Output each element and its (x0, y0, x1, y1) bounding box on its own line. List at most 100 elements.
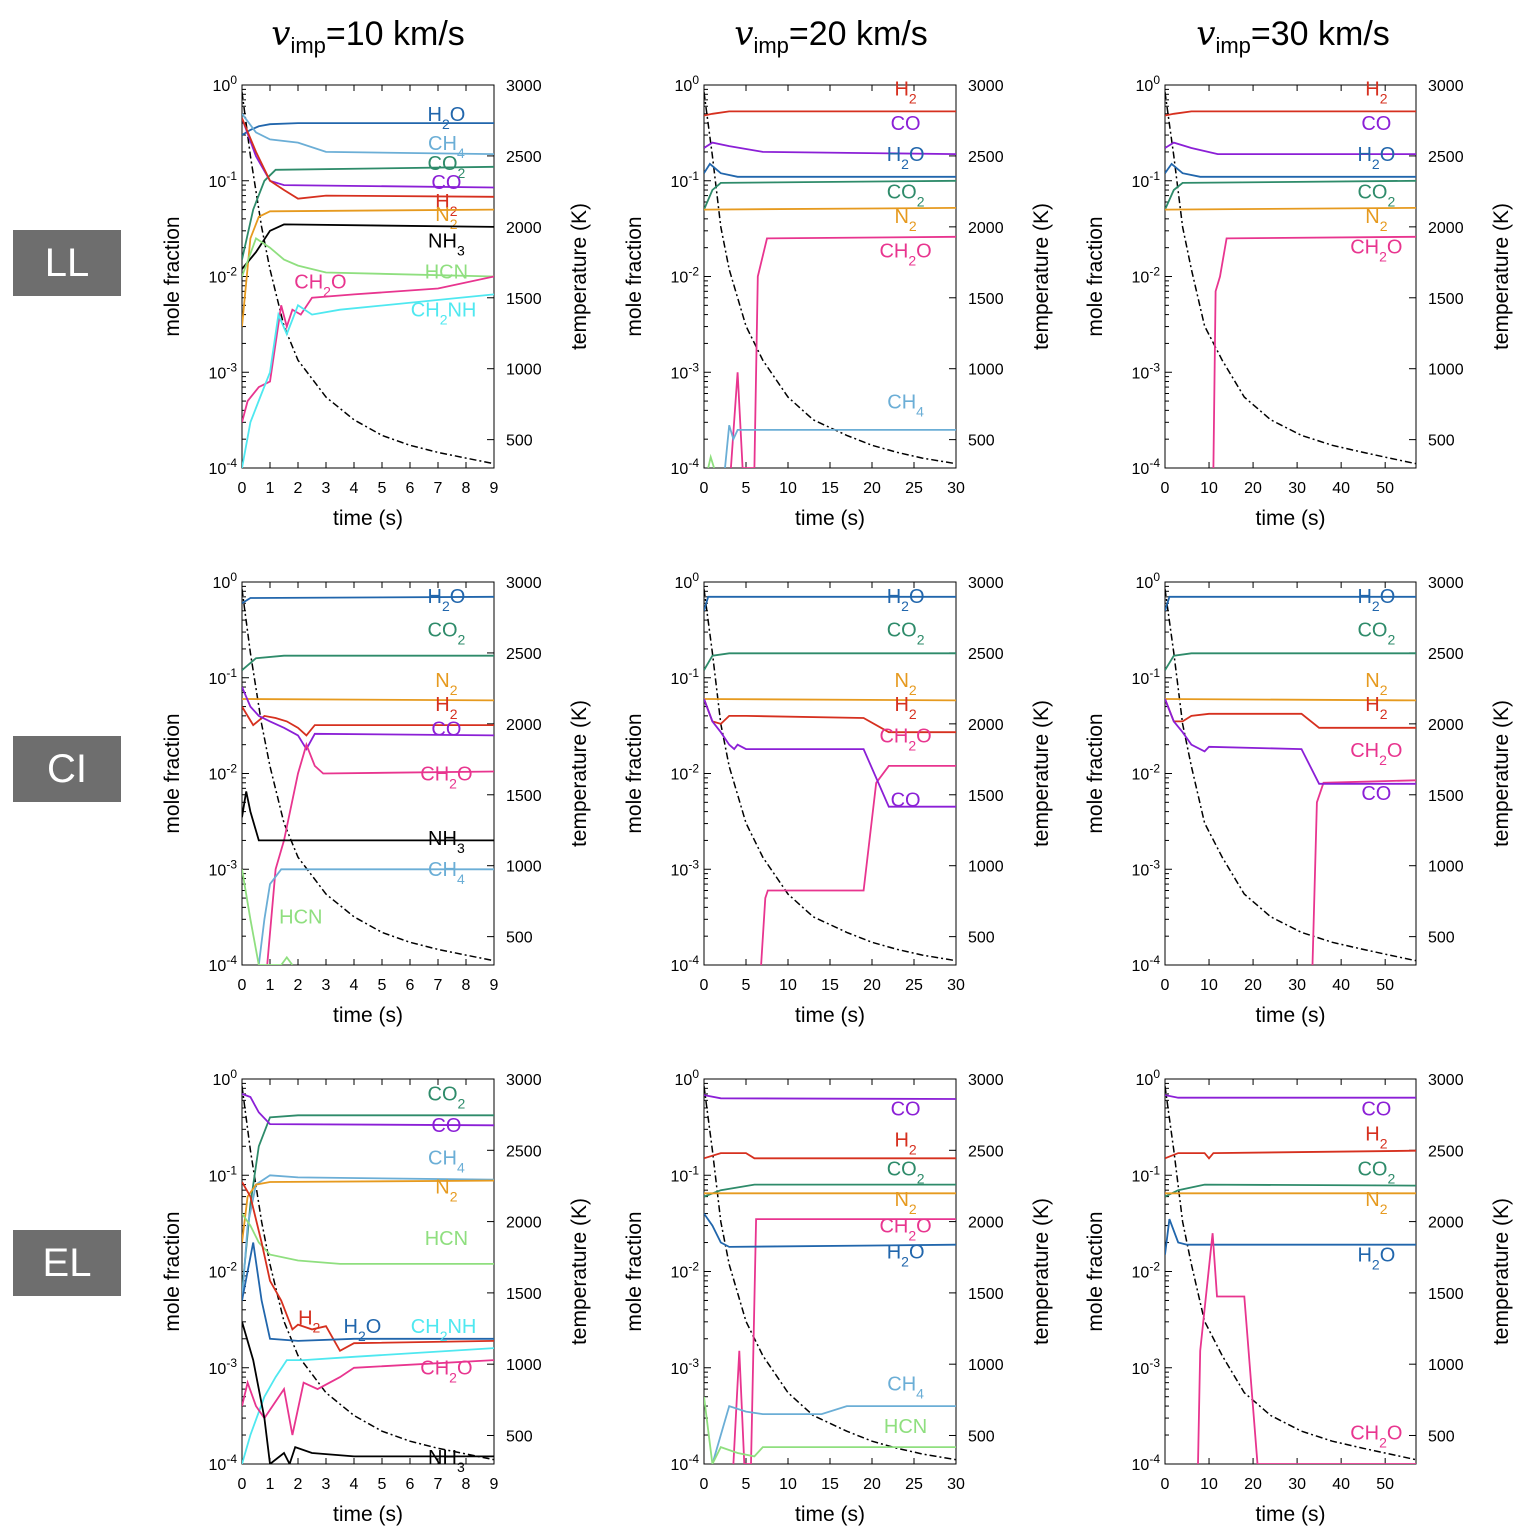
tick-base: 10 (209, 1168, 227, 1185)
series-line-h2o (1165, 1218, 1416, 1255)
series-label-co: CO (431, 718, 461, 740)
text-part: 2 (908, 1227, 916, 1243)
series-label-ch2nh: CH2NH (411, 1316, 477, 1344)
tick-exponent: -2 (1149, 1260, 1160, 1274)
tick-exponent: -3 (226, 1356, 237, 1370)
column-title-1: vimp=10 km/s (218, 14, 518, 59)
text-part: O (1380, 586, 1396, 608)
y2-tick-label: 3000 (968, 1072, 1004, 1089)
series-line-nh3 (242, 1321, 494, 1464)
y-axis-label: mole fraction (1084, 713, 1107, 833)
y-axis-label: mole fraction (623, 216, 646, 336)
text-part: H (343, 1316, 357, 1338)
tick-base: 10 (209, 1361, 227, 1378)
y-tick-label: 100 (1136, 1067, 1161, 1089)
y2-tick-label: 500 (1428, 433, 1455, 450)
y2-axis-label: temperature (K) (1490, 1198, 1513, 1345)
text-part: 4 (916, 1386, 924, 1402)
series-line-ch2o (1212, 235, 1416, 468)
row-label-el: EL (13, 1230, 121, 1296)
text-part: 2 (908, 738, 916, 754)
tick-base: 10 (675, 78, 693, 95)
series-label-h2: H2 (1365, 78, 1387, 106)
series-line-n2 (1165, 207, 1416, 211)
text-part: CO (891, 790, 921, 812)
x-tick-label: 8 (462, 977, 471, 994)
y2-tick-label: 2500 (506, 646, 542, 663)
x-tick-label: 30 (947, 1476, 965, 1493)
y-tick-label: 100 (675, 1067, 700, 1089)
text-part: CH (420, 1358, 449, 1380)
series-line-n2 (242, 1179, 494, 1243)
text-part: CO (1361, 113, 1391, 135)
y-axis-label: mole fraction (161, 1211, 184, 1331)
column-title-value: =20 km/s (788, 15, 928, 53)
y-tick-label: 10-3 (209, 857, 238, 879)
text-part: 2 (1380, 1201, 1388, 1217)
x-tick-label: 10 (1200, 977, 1218, 994)
series-line-h2o (1165, 595, 1416, 612)
y2-axis-label: temperature (K) (1490, 203, 1513, 350)
text-part: H (894, 1129, 908, 1151)
y-tick-label: 10-4 (1132, 1452, 1161, 1474)
text-part: 2 (1387, 194, 1395, 210)
text-part: CH (1350, 237, 1379, 259)
x-axis-label: time (s) (1256, 1004, 1326, 1027)
y2-axis-label: temperature (K) (568, 700, 591, 847)
text-part: H (887, 1242, 901, 1264)
tick-base: 10 (209, 365, 227, 382)
tick-base: 10 (671, 1457, 689, 1474)
series-line-ch4 (711, 1404, 956, 1464)
y-tick-label: 10-1 (1132, 1163, 1161, 1185)
x-axis-label: time (s) (795, 1004, 865, 1027)
column-title-symbol: v (1196, 14, 1216, 54)
series-line-co2 (704, 1183, 956, 1198)
series-line-h2 (1165, 1149, 1416, 1160)
series-line-n2 (704, 698, 956, 702)
series-label-h2o: H2O (887, 144, 925, 172)
tick-base: 10 (671, 270, 689, 287)
x-tick-label: 3 (322, 480, 331, 497)
y2-axis-label: temperature (K) (1030, 1198, 1053, 1345)
y-tick-label: 10-3 (671, 360, 700, 382)
panel-el-10: 0 1 2 3 4 5 6 7 8 910-410-310-210-110050010001500… (161, 1067, 591, 1526)
tick-base: 10 (209, 671, 227, 688)
y-tick-label: 10-2 (209, 1260, 238, 1282)
series-line-co (1165, 698, 1416, 785)
temperature-line (1165, 91, 1416, 465)
text-part: 2 (909, 218, 917, 234)
series-line-hcn (242, 869, 294, 965)
y2-tick-label: 1000 (968, 859, 1004, 876)
series-label-ch2o: CH2O (879, 726, 931, 754)
x-tick-label: 40 (1332, 977, 1350, 994)
series-line-h2 (704, 110, 956, 117)
y-tick-label: 100 (213, 1067, 238, 1089)
series-label-ch4: CH4 (887, 1374, 924, 1402)
panel-ci-10: 0 1 2 3 4 5 6 7 8 910-410-310-210-110050010001500… (161, 570, 591, 1027)
series-label-h2: H2 (298, 1308, 320, 1336)
text-part: NH (428, 828, 457, 850)
tick-exponent: -3 (1149, 360, 1160, 374)
text-part: 2 (909, 706, 917, 722)
text-part: 2 (917, 194, 925, 210)
y-tick-label: 10-1 (671, 1163, 700, 1185)
x-tick-label: 5 (378, 1476, 387, 1493)
y2-tick-label: 2000 (506, 717, 542, 734)
series-label-hcn: HCN (884, 1416, 927, 1438)
y2-tick-label: 2000 (506, 220, 542, 237)
series-label-h2: H2 (894, 694, 916, 722)
text-part: CH (428, 1147, 457, 1169)
text-part: CH (1350, 1422, 1379, 1444)
series-line-hcn (242, 1213, 494, 1265)
x-tick-label: 25 (905, 977, 923, 994)
tick-base: 10 (209, 767, 227, 784)
y-axis-label: mole fraction (623, 713, 646, 833)
y2-tick-label: 3000 (506, 575, 542, 592)
series-line-nh3 (242, 791, 494, 842)
x-tick-label: 3 (322, 977, 331, 994)
tick-base: 10 (675, 1072, 693, 1089)
x-tick-label: 10 (1200, 1476, 1218, 1493)
text-part: CO (1361, 783, 1391, 805)
x-tick-label: 2 (294, 480, 303, 497)
tick-base: 10 (1132, 365, 1150, 382)
